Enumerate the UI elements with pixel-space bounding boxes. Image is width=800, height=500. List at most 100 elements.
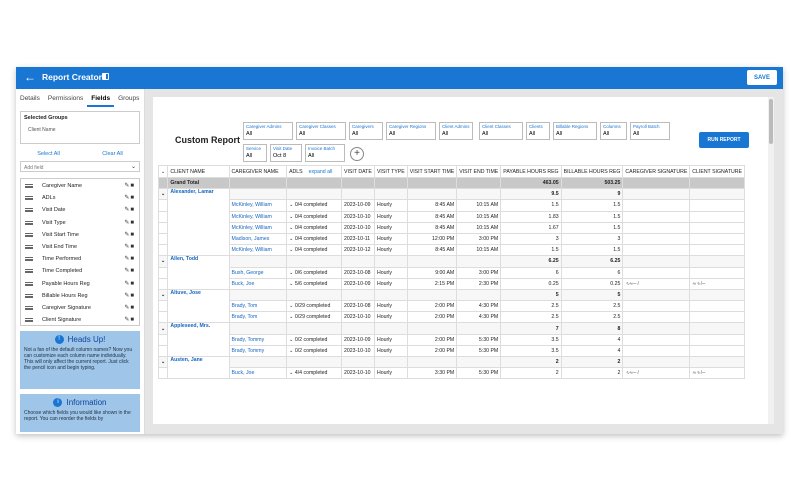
expand-group-icon[interactable]: ⌄	[157, 188, 169, 201]
tab-details[interactable]: Details	[20, 95, 40, 102]
filter-client-classes[interactable]: Client Classes All	[479, 122, 523, 140]
chevron-down-icon[interactable]: ⌄	[289, 202, 295, 209]
adls-cell[interactable]: ⌄ 0/29 completed	[286, 300, 343, 313]
filter-payroll-batch[interactable]: Payroll Batch All	[630, 122, 670, 140]
adls-cell[interactable]: ⌄ 0/4 completed	[286, 210, 343, 223]
caregiver-name[interactable]: Brady, Tommy	[228, 333, 288, 346]
filter-invoice-batch[interactable]: Invoice Batch All	[305, 144, 345, 162]
adls-cell[interactable]: ⌄ 0/2 completed	[286, 344, 343, 358]
client-name[interactable]: Austen, Jane	[167, 355, 230, 380]
expand-all-link[interactable]: expand all	[308, 168, 333, 175]
drag-handle-icon[interactable]	[25, 245, 33, 250]
add-filter-button[interactable]: +	[350, 147, 364, 161]
filter-clients[interactable]: Clients All	[526, 122, 550, 140]
caregiver-name[interactable]: McKinley, William	[228, 221, 288, 234]
pencil-icon[interactable]: ✎	[124, 292, 131, 299]
field-row[interactable]: Visit End Time ✎■	[21, 241, 139, 253]
column-header[interactable]: CLIENT NAME	[167, 165, 230, 178]
filter-caregiver-regions[interactable]: Caregiver Regions All	[386, 122, 436, 140]
field-row[interactable]: Visit Type ✎■	[21, 217, 139, 229]
field-row[interactable]: Visit Start Time ✎■	[21, 229, 139, 241]
chevron-down-icon[interactable]: ⌄	[289, 269, 295, 276]
drag-handle-icon[interactable]	[25, 196, 33, 201]
pencil-icon[interactable]: ✎	[124, 317, 131, 324]
pencil-icon[interactable]: ✎	[124, 183, 131, 189]
clear-all-link[interactable]: Clear All	[102, 151, 123, 157]
column-header[interactable]: CLIENT SIGNATURE	[689, 165, 745, 178]
column-header[interactable]: VISIT TYPE	[373, 165, 408, 178]
chevron-down-icon[interactable]: ⌄	[289, 247, 295, 254]
trash-icon[interactable]: ■	[130, 219, 135, 226]
run-report-button[interactable]: RUN REPORT	[699, 132, 749, 148]
vertical-scrollbar[interactable]	[768, 97, 774, 424]
table-row[interactable]: Buck, Joe ⌄ 5/6 completed 2023-10-09 Hourly…	[157, 277, 745, 290]
caregiver-name[interactable]: McKinley, William	[228, 199, 288, 212]
adls-cell[interactable]: ⌄ 0/4 completed	[286, 221, 343, 234]
filter-columns[interactable]: Columns All	[600, 122, 627, 140]
chevron-down-icon[interactable]: ⌄	[289, 280, 295, 287]
pencil-icon[interactable]: ✎	[124, 280, 131, 287]
field-row[interactable]: Time Completed ✎■	[21, 265, 139, 277]
adls-cell[interactable]: ⌄ 0/2 completed	[286, 333, 343, 346]
tab-fields[interactable]: Fields	[87, 89, 115, 107]
drag-handle-icon[interactable]	[25, 293, 33, 298]
caregiver-name[interactable]: McKinley, William	[228, 210, 288, 223]
caregiver-name[interactable]: Brady, Tom	[228, 300, 288, 313]
drag-handle-icon[interactable]	[25, 257, 33, 262]
adls-cell[interactable]: ⌄ 0/4 completed	[286, 199, 343, 212]
drag-handle-icon[interactable]	[25, 232, 33, 237]
filter-caregivers[interactable]: Caregivers All	[349, 122, 383, 140]
expand-group-icon[interactable]: ⌄	[157, 322, 169, 335]
sidebar-toggle-icon[interactable]	[102, 73, 109, 80]
table-row[interactable]: Buck, Joe ⌄ 4/4 completed 2023-10-10 Hourly…	[157, 367, 745, 380]
chevron-down-icon[interactable]: ⌄	[289, 336, 295, 343]
expand-group-icon[interactable]: ⌄	[157, 255, 169, 268]
group-row[interactable]: ⌄ Allen, Todd 6.25 6.25	[157, 255, 745, 290]
caregiver-name[interactable]: Brady, Tommy	[228, 344, 288, 358]
column-header[interactable]: BILLABLE HOURS REG	[560, 165, 624, 178]
field-row[interactable]: Time Performed ✎■	[21, 253, 139, 265]
pencil-icon[interactable]: ✎	[124, 219, 131, 226]
field-row[interactable]: Caregiver Signature ✎■	[21, 302, 139, 314]
filter-visit-date[interactable]: Visit Date Oct 8	[270, 144, 302, 162]
field-row[interactable]: Billable Hours Reg ✎■	[21, 290, 139, 302]
save-button[interactable]: SAVE	[747, 70, 777, 85]
adls-cell[interactable]: ⌄ 0/4 completed	[286, 244, 343, 257]
field-row[interactable]: Client Signature ✎■	[21, 314, 139, 326]
table-row[interactable]: Brady, Tommy ⌄ 0/2 completed 2023-10-10 Hou…	[157, 344, 745, 358]
adls-cell[interactable]: ⌄ 0/29 completed	[286, 311, 343, 324]
table-row[interactable]: McKinley, William ⌄ 0/4 completed 2023-10-…	[157, 210, 745, 223]
chevron-down-icon[interactable]: ⌄	[289, 347, 295, 354]
field-row[interactable]: Caregiver Name ✎■	[21, 180, 139, 192]
caregiver-name[interactable]: Madison, James	[228, 232, 288, 246]
caregiver-name[interactable]: Buck, Joe	[228, 277, 288, 290]
pencil-icon[interactable]: ✎	[124, 207, 131, 214]
caregiver-name[interactable]: Bush, George	[228, 266, 288, 279]
back-arrow-icon[interactable]: ←	[24, 70, 36, 84]
trash-icon[interactable]: ■	[130, 280, 135, 287]
selected-groups-box[interactable]: Selected Groups Client Name	[20, 111, 140, 144]
pencil-icon[interactable]: ✎	[124, 243, 131, 250]
chevron-down-icon[interactable]: ⌄	[289, 224, 295, 231]
field-row[interactable]: Visit Date ✎■	[21, 204, 139, 216]
filter-caregiver-classes[interactable]: Caregiver Classes All	[296, 122, 346, 140]
column-header[interactable]: VISIT DATE	[341, 165, 375, 178]
trash-icon[interactable]: ■	[130, 183, 135, 189]
client-name[interactable]: Appleseed, Mrs.	[167, 322, 230, 357]
field-row[interactable]: Payable Hours Reg ✎■	[21, 278, 139, 290]
chevron-down-icon[interactable]: ⌄	[289, 236, 295, 243]
chevron-down-icon[interactable]: ⌄	[289, 370, 295, 377]
table-row[interactable]: Bush, George ⌄ 0/6 completed 2023-10-08 Hou…	[157, 266, 745, 279]
select-all-link[interactable]: Select All	[37, 151, 60, 157]
chevron-down-icon[interactable]: ⌄	[289, 213, 295, 220]
chevron-down-icon[interactable]: ⌄	[289, 303, 295, 310]
adls-cell[interactable]: ⌄ 5/6 completed	[286, 277, 343, 290]
expand-group-icon[interactable]: ⌄	[157, 355, 169, 369]
table-row[interactable]: McKinley, William ⌄ 0/4 completed 2023-10-…	[157, 199, 745, 212]
group-row[interactable]: ⌄ Altuve, Jose 5 5	[157, 288, 745, 324]
trash-icon[interactable]: ■	[130, 317, 135, 324]
tab-groups[interactable]: Groups	[118, 95, 140, 102]
chevron-down-icon[interactable]: ⌄	[289, 314, 295, 321]
table-row[interactable]: McKinley, William ⌄ 0/4 completed 2023-10-…	[157, 244, 745, 257]
field-row[interactable]: ADLs ✎■	[21, 192, 139, 204]
